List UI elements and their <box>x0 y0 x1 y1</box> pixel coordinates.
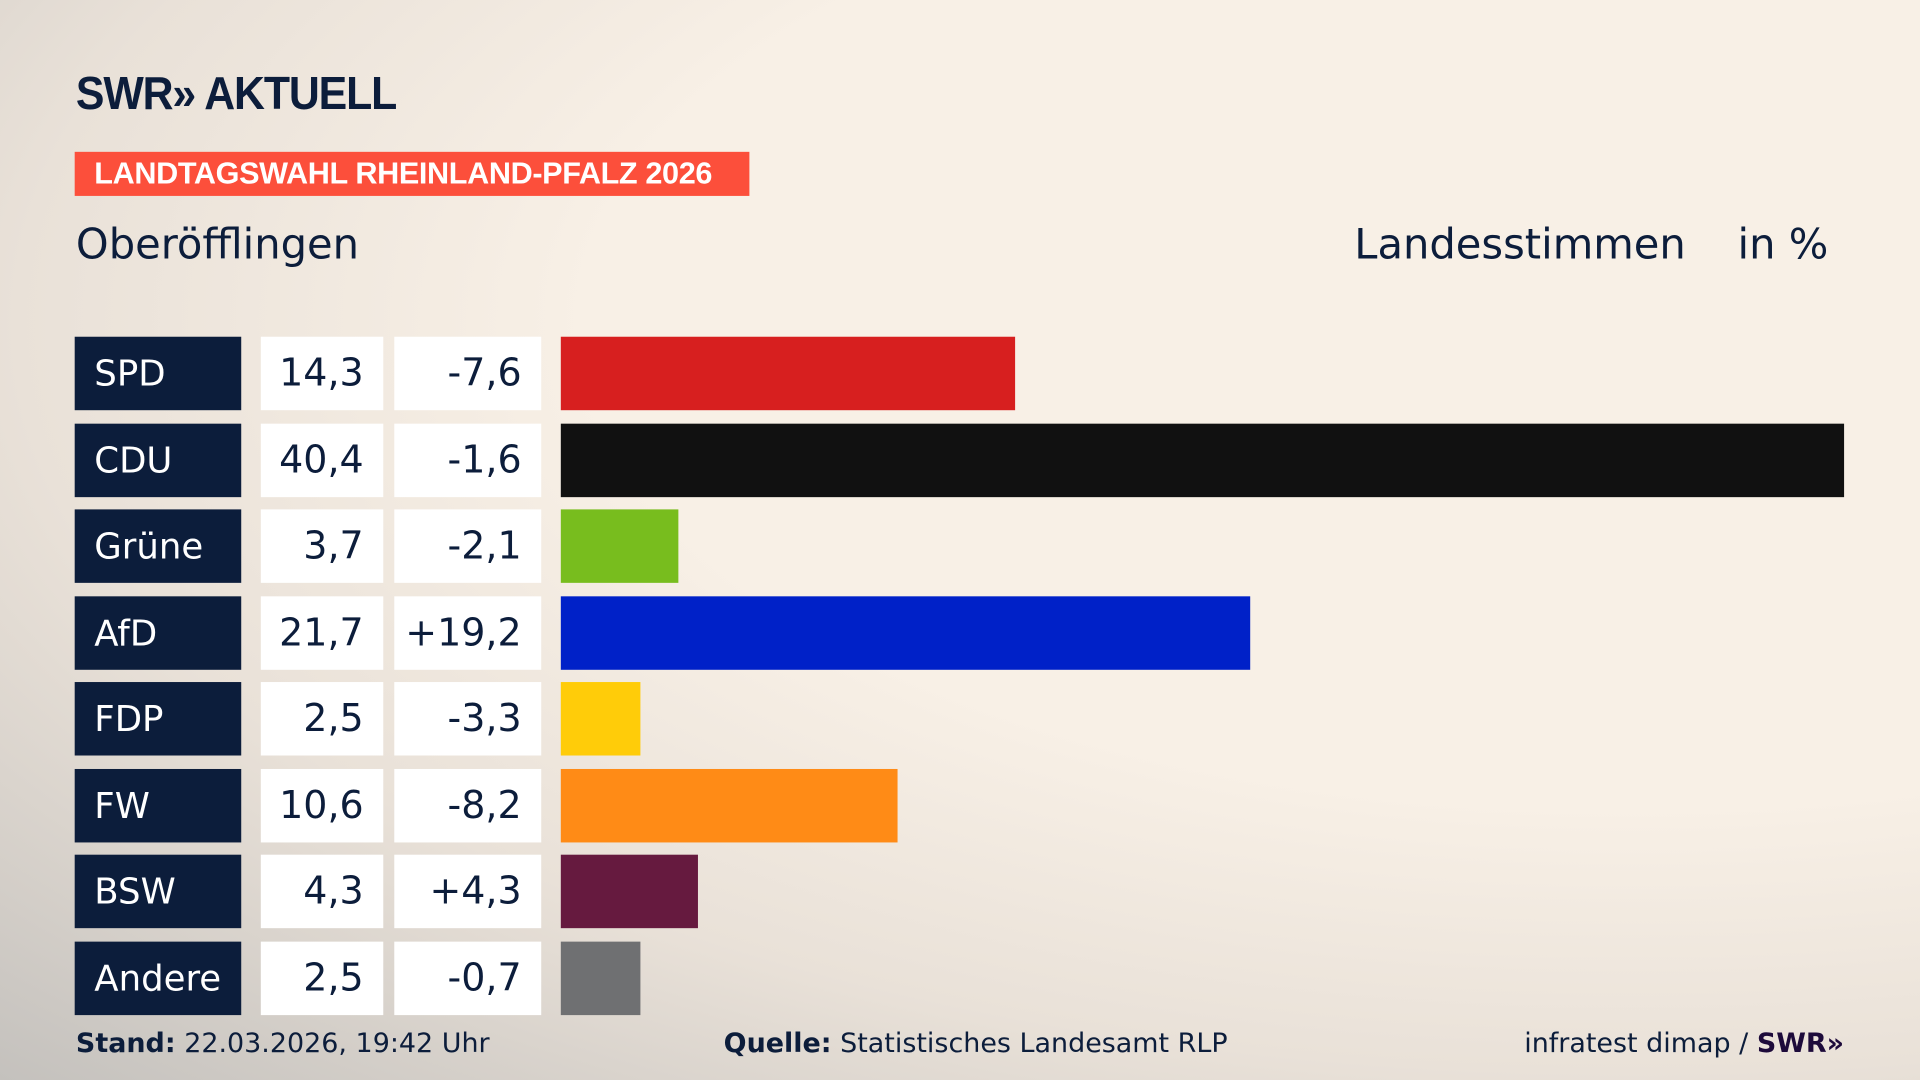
diff-label: +4,3 <box>394 854 542 929</box>
diff-label: -1,6 <box>394 423 542 497</box>
election-banner: LANDTAGSWAHL RHEINLAND-PFALZ 2026 <box>74 151 750 196</box>
bar-cdu <box>560 423 1845 497</box>
bar-grüne <box>560 509 679 583</box>
party-label: FDP <box>74 682 242 756</box>
bar-fdp <box>560 682 641 756</box>
stand-label: Stand: <box>75 1028 176 1060</box>
party-label: FW <box>74 768 242 842</box>
result-row: SPD 14,3 -7,6 <box>0 336 1920 411</box>
result-row: Andere 2,5 -0,7 <box>0 941 1920 1015</box>
value-label: 4,3 <box>260 854 384 929</box>
value-label: 2,5 <box>260 941 384 1015</box>
result-row: AfD 21,7 +19,2 <box>0 595 1920 670</box>
measure-label: Landesstimmen <box>1354 220 1686 270</box>
party-label: BSW <box>74 854 242 929</box>
diff-label: -8,2 <box>394 768 542 842</box>
party-label: CDU <box>74 423 242 497</box>
result-row: FDP 2,5 -3,3 <box>0 682 1920 756</box>
result-row: BSW 4,3 +4,3 <box>0 854 1920 929</box>
diff-label: +19,2 <box>394 595 542 670</box>
swr-aktuell-logo: SWR» AKTUELL <box>75 68 397 121</box>
stand-value: 22.03.2026, 19:42 Uhr <box>184 1028 490 1060</box>
party-label: AfD <box>74 595 242 670</box>
value-label: 21,7 <box>260 595 384 670</box>
timestamp: Stand: 22.03.2026, 19:42 Uhr <box>76 1029 490 1060</box>
bar-bsw <box>560 854 698 929</box>
diff-label: -2,1 <box>394 509 542 583</box>
swr-logo-small: SWR» <box>1756 1028 1845 1060</box>
value-label: 40,4 <box>260 423 384 497</box>
bar-fw <box>560 768 898 842</box>
result-row: FW 10,6 -8,2 <box>0 768 1920 842</box>
value-label: 2,5 <box>260 682 384 756</box>
unit-label: in % <box>1737 220 1829 270</box>
place-title: Oberöfflingen <box>75 220 360 270</box>
result-row: Grüne 3,7 -2,1 <box>0 509 1920 583</box>
credit: infratest dimap / SWR» <box>1524 1029 1844 1060</box>
credit-text: infratest dimap / <box>1524 1028 1749 1060</box>
value-label: 10,6 <box>260 768 384 842</box>
result-row: CDU 40,4 -1,6 <box>0 423 1920 497</box>
source-value: Statistisches Landesamt RLP <box>840 1028 1228 1060</box>
bar-afd <box>560 595 1251 670</box>
diff-label: -7,6 <box>394 336 542 411</box>
source-label: Quelle: <box>723 1028 832 1060</box>
party-label: Andere <box>74 941 242 1015</box>
party-label: SPD <box>74 336 242 411</box>
party-label: Grüne <box>74 509 242 583</box>
source: Quelle: Statistisches Landesamt RLP <box>724 1029 1228 1060</box>
value-label: 14,3 <box>260 336 384 411</box>
value-label: 3,7 <box>260 509 384 583</box>
bar-spd <box>560 336 1016 411</box>
diff-label: -3,3 <box>394 682 542 756</box>
bar-andere <box>560 941 641 1015</box>
diff-label: -0,7 <box>394 941 542 1015</box>
